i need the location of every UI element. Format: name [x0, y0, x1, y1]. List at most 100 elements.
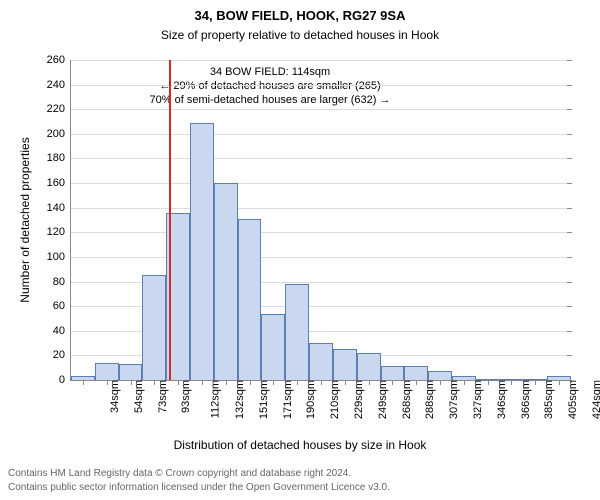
y-tick-label: 260 — [47, 54, 71, 66]
gridline — [71, 257, 571, 258]
x-tick-label: 34sqm — [107, 380, 121, 413]
gridline — [71, 183, 571, 184]
plot-area: 02040608010012014016018020022024026034sq… — [70, 60, 571, 381]
x-tick-label: 327sqm — [470, 380, 484, 419]
x-tick-mark — [131, 380, 132, 385]
y-tick-mark — [567, 208, 572, 209]
y-tick-mark — [567, 109, 572, 110]
x-tick-mark — [154, 380, 155, 385]
histogram-bar — [119, 364, 143, 380]
x-tick-label: 229sqm — [351, 380, 365, 419]
x-tick-mark — [226, 380, 227, 385]
x-tick-label: 307sqm — [446, 380, 460, 419]
x-tick-mark — [535, 380, 536, 385]
gridline — [71, 85, 571, 86]
x-tick-mark — [297, 380, 298, 385]
histogram-bar — [404, 366, 428, 380]
x-tick-label: 385sqm — [542, 380, 556, 419]
histogram-bar — [357, 353, 381, 380]
y-tick-label: 40 — [53, 325, 71, 337]
histogram-bar — [381, 366, 405, 380]
x-tick-mark — [273, 380, 274, 385]
x-tick-label: 73sqm — [155, 380, 169, 413]
y-tick-mark — [567, 134, 572, 135]
x-tick-mark — [440, 380, 441, 385]
y-tick-mark — [567, 60, 572, 61]
x-tick-mark — [107, 380, 108, 385]
y-tick-label: 20 — [53, 349, 71, 361]
histogram-bar — [285, 284, 309, 380]
x-tick-label: 112sqm — [207, 380, 221, 418]
y-tick-label: 160 — [47, 177, 71, 189]
histogram-bar — [95, 363, 119, 380]
y-tick-mark — [567, 282, 572, 283]
x-axis-label: Distribution of detached houses by size … — [0, 438, 600, 452]
histogram-bar — [261, 314, 285, 380]
gridline — [71, 109, 571, 110]
x-tick-label: 210sqm — [327, 380, 341, 419]
histogram-bar — [238, 219, 262, 380]
histogram-bar — [214, 183, 238, 380]
x-tick-mark — [392, 380, 393, 385]
gridline — [71, 232, 571, 233]
x-tick-mark — [345, 380, 346, 385]
x-tick-label: 288sqm — [423, 380, 437, 419]
x-tick-label: 366sqm — [518, 380, 532, 419]
histogram-bar — [190, 123, 214, 380]
x-tick-label: 171sqm — [280, 380, 294, 419]
y-tick-label: 60 — [53, 300, 71, 312]
y-tick-label: 120 — [47, 226, 71, 238]
x-tick-label: 405sqm — [565, 380, 579, 419]
x-tick-label: 151sqm — [256, 380, 270, 419]
gridline — [71, 134, 571, 135]
y-tick-mark — [567, 232, 572, 233]
chart-title: 34, BOW FIELD, HOOK, RG27 9SA — [0, 8, 600, 23]
y-tick-label: 80 — [53, 276, 71, 288]
histogram-bar — [142, 275, 166, 380]
chart-subtitle: Size of property relative to detached ho… — [0, 28, 600, 42]
footer-line-1: Contains HM Land Registry data © Crown c… — [8, 468, 351, 479]
x-tick-label: 190sqm — [304, 380, 318, 419]
x-tick-label: 132sqm — [232, 380, 246, 419]
histogram-bar — [309, 343, 333, 380]
x-tick-label: 424sqm — [589, 380, 600, 419]
x-tick-mark — [321, 380, 322, 385]
y-tick-mark — [567, 306, 572, 307]
y-tick-label: 180 — [47, 152, 71, 164]
histogram-bar — [333, 349, 357, 380]
footer-line-2: Contains public sector information licen… — [8, 482, 390, 493]
y-tick-label: 240 — [47, 79, 71, 91]
figure: 34, BOW FIELD, HOOK, RG27 9SA Size of pr… — [0, 0, 600, 500]
y-tick-mark — [567, 158, 572, 159]
x-tick-mark — [250, 380, 251, 385]
x-tick-mark — [464, 380, 465, 385]
x-tick-mark — [369, 380, 370, 385]
y-tick-label: 100 — [47, 251, 71, 263]
y-tick-mark — [567, 257, 572, 258]
y-tick-mark — [567, 183, 572, 184]
y-tick-mark — [567, 355, 572, 356]
x-tick-mark — [488, 380, 489, 385]
x-tick-label: 268sqm — [399, 380, 413, 419]
gridline — [71, 158, 571, 159]
x-tick-label: 54sqm — [131, 380, 145, 413]
gridline — [71, 208, 571, 209]
x-tick-mark — [511, 380, 512, 385]
x-tick-mark — [559, 380, 560, 385]
gridline — [71, 60, 571, 61]
y-axis-label: Number of detached properties — [18, 60, 32, 380]
x-tick-mark — [83, 380, 84, 385]
y-tick-mark — [567, 85, 572, 86]
x-tick-mark — [202, 380, 203, 385]
x-tick-label: 346sqm — [494, 380, 508, 419]
y-tick-mark — [567, 331, 572, 332]
y-tick-label: 140 — [47, 202, 71, 214]
x-tick-mark — [416, 380, 417, 385]
reference-line — [169, 60, 171, 380]
x-tick-label: 93sqm — [178, 380, 192, 413]
x-tick-label: 249sqm — [375, 380, 389, 419]
x-tick-mark — [178, 380, 179, 385]
histogram-bar — [428, 371, 452, 380]
y-tick-label: 200 — [47, 128, 71, 140]
y-tick-label: 220 — [47, 103, 71, 115]
